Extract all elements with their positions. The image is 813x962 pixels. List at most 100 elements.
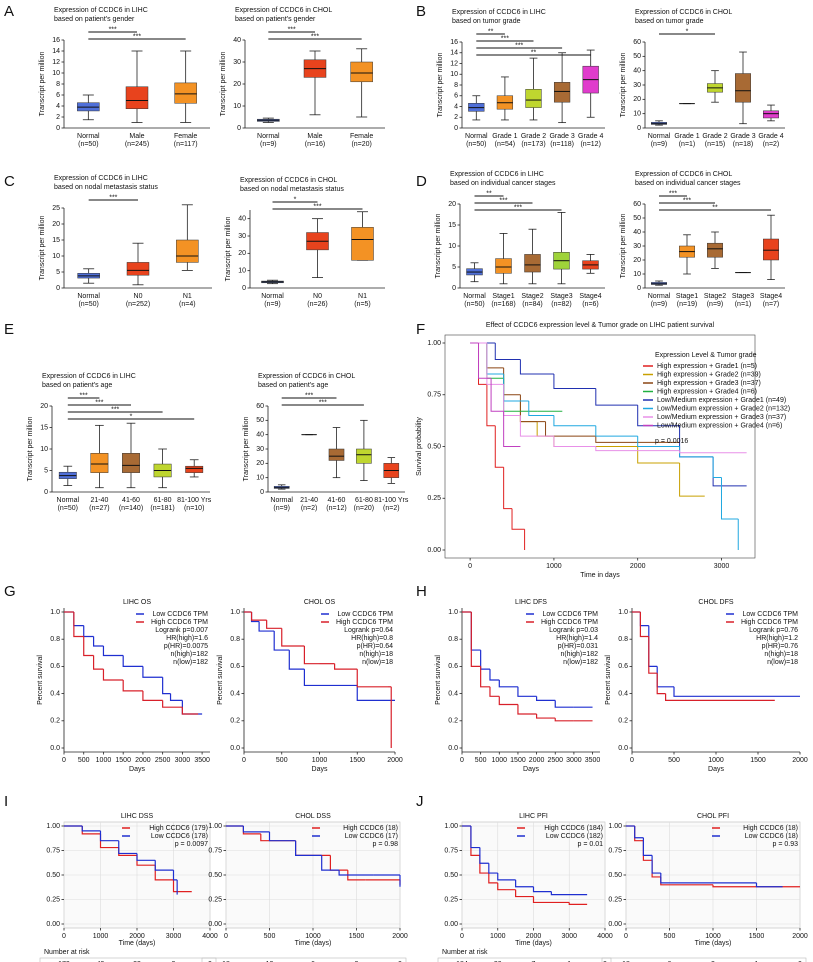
legend-label: Low CCDC6 (18) xyxy=(745,833,798,840)
risk-table-frame xyxy=(201,957,407,962)
survival-step xyxy=(642,837,653,857)
significance-label: *** xyxy=(133,33,141,40)
box xyxy=(763,110,779,119)
x-tick-label: 1000 xyxy=(708,757,724,764)
survival-step xyxy=(648,625,658,668)
n-label: (n=9) xyxy=(264,301,281,308)
y-tick-label: 6 xyxy=(56,92,60,99)
y-tick-label: 10 xyxy=(238,268,246,275)
y-tick-label: 40 xyxy=(238,216,246,223)
y-tick-label: 0.25 xyxy=(46,896,60,903)
category-label: Stage3 xyxy=(550,293,572,300)
y-tick-label: 0 xyxy=(56,285,60,292)
n-label: (n=118) xyxy=(550,141,574,148)
annotation: n(low)=182 xyxy=(563,659,598,666)
category-label: Stage4 xyxy=(579,293,601,300)
category-label: N1 xyxy=(183,293,192,300)
x-tick-label: 1000 xyxy=(490,933,506,940)
y-tick-label: 0.75 xyxy=(46,847,60,854)
x-tick-label: 1500 xyxy=(750,757,766,764)
annotation: n(low)=18 xyxy=(362,659,393,666)
n-label: (n=9) xyxy=(260,141,277,148)
x-tick-label: 3000 xyxy=(714,563,730,570)
y-tick-label: 0.6 xyxy=(618,663,628,670)
x-tick-label: 0 xyxy=(460,933,464,940)
survival-step xyxy=(490,378,504,412)
y-tick-label: 1.0 xyxy=(448,609,458,616)
risk-label: Number at risk xyxy=(44,949,90,956)
y-axis-label: Transcript per million xyxy=(225,217,232,282)
survival-step xyxy=(553,415,596,427)
category-label: Stage1 xyxy=(492,293,514,300)
y-tick-label: 50 xyxy=(256,417,264,424)
category-label: 81-100 Yrs xyxy=(374,497,409,504)
n-label: (n=12) xyxy=(326,505,346,512)
survival-step xyxy=(295,840,322,857)
box xyxy=(525,89,542,108)
legend-label: High expression + Grade1 (n=5) xyxy=(657,363,757,370)
chart-title: Expression of CCDC6 in CHOL xyxy=(240,177,337,184)
risk-count: 0 xyxy=(398,961,402,962)
chart-title: Expression of CCDC6 in CHOL xyxy=(635,171,732,178)
x-tick-label: 1000 xyxy=(96,757,112,764)
legend-label: High CCDC6 TPM xyxy=(541,619,598,626)
category-label: Male xyxy=(129,133,144,140)
x-tick-label: 1000 xyxy=(705,933,721,940)
survival-step xyxy=(258,621,275,632)
chart-title: Expression of CCDC6 in LIHC xyxy=(452,9,546,16)
significance-label: ** xyxy=(486,190,492,197)
risk-count: 0 xyxy=(208,961,212,962)
x-tick-label: 1500 xyxy=(749,933,765,940)
x-axis-label: Time (days) xyxy=(515,940,552,947)
n-label: (n=140) xyxy=(119,505,143,512)
survival-step xyxy=(470,612,481,668)
survival-step xyxy=(656,666,674,688)
survival-step xyxy=(498,680,518,688)
risk-table-frame xyxy=(437,957,612,962)
annotation: HR(high)=1.2 xyxy=(756,635,798,642)
category-label: Female xyxy=(174,133,197,140)
y-tick-label: 0.00 xyxy=(427,547,441,554)
survival-step xyxy=(142,666,163,678)
significance-label: *** xyxy=(288,26,296,33)
y-tick-label: 8 xyxy=(56,81,60,88)
n-label: (n=50) xyxy=(58,505,78,512)
chart-title: Expression of CCDC6 in LIHC xyxy=(54,7,148,14)
survival-step xyxy=(535,714,556,719)
y-tick-label: 0.00 xyxy=(208,921,222,928)
category-label: Normal xyxy=(648,133,671,140)
survival-step xyxy=(250,612,267,621)
x-tick-label: 2000 xyxy=(392,933,408,940)
x-axis-label: Time (days) xyxy=(695,940,732,947)
x-axis-label: Days xyxy=(708,766,724,773)
survival-step xyxy=(268,831,296,842)
y-tick-label: 1.0 xyxy=(230,609,240,616)
y-tick-label: 10 xyxy=(52,70,60,77)
y-axis-label: Transcript per million xyxy=(620,53,627,118)
legend-label: High CCDC6 TPM xyxy=(151,619,208,626)
survival-step xyxy=(595,425,638,437)
legend-label: High CCDC6 TPM xyxy=(741,619,798,626)
annotation: p = 0.98 xyxy=(373,841,399,848)
survival-step xyxy=(535,696,556,702)
risk-label: Number at risk xyxy=(442,949,488,956)
significance-label: *** xyxy=(311,33,319,40)
survival-step xyxy=(470,826,480,849)
y-axis-label: Transcript per million xyxy=(437,53,444,118)
y-tick-label: 1.00 xyxy=(427,340,441,347)
survival-step xyxy=(169,693,183,702)
annotation: p = 0.0016 xyxy=(655,438,688,445)
box xyxy=(763,238,779,261)
survival-step xyxy=(172,879,192,893)
y-tick-label: 15 xyxy=(52,237,60,244)
y-tick-label: 10 xyxy=(450,71,458,78)
significance-label: ** xyxy=(488,28,494,35)
survival-step xyxy=(73,612,84,638)
y-tick-label: 0.2 xyxy=(230,718,240,725)
survival-step xyxy=(486,384,496,427)
box xyxy=(553,82,571,103)
y-tick-label: 12 xyxy=(52,59,60,66)
survival-step xyxy=(656,673,666,695)
survival-step xyxy=(347,870,366,881)
y-tick-label: 0.2 xyxy=(50,718,60,725)
